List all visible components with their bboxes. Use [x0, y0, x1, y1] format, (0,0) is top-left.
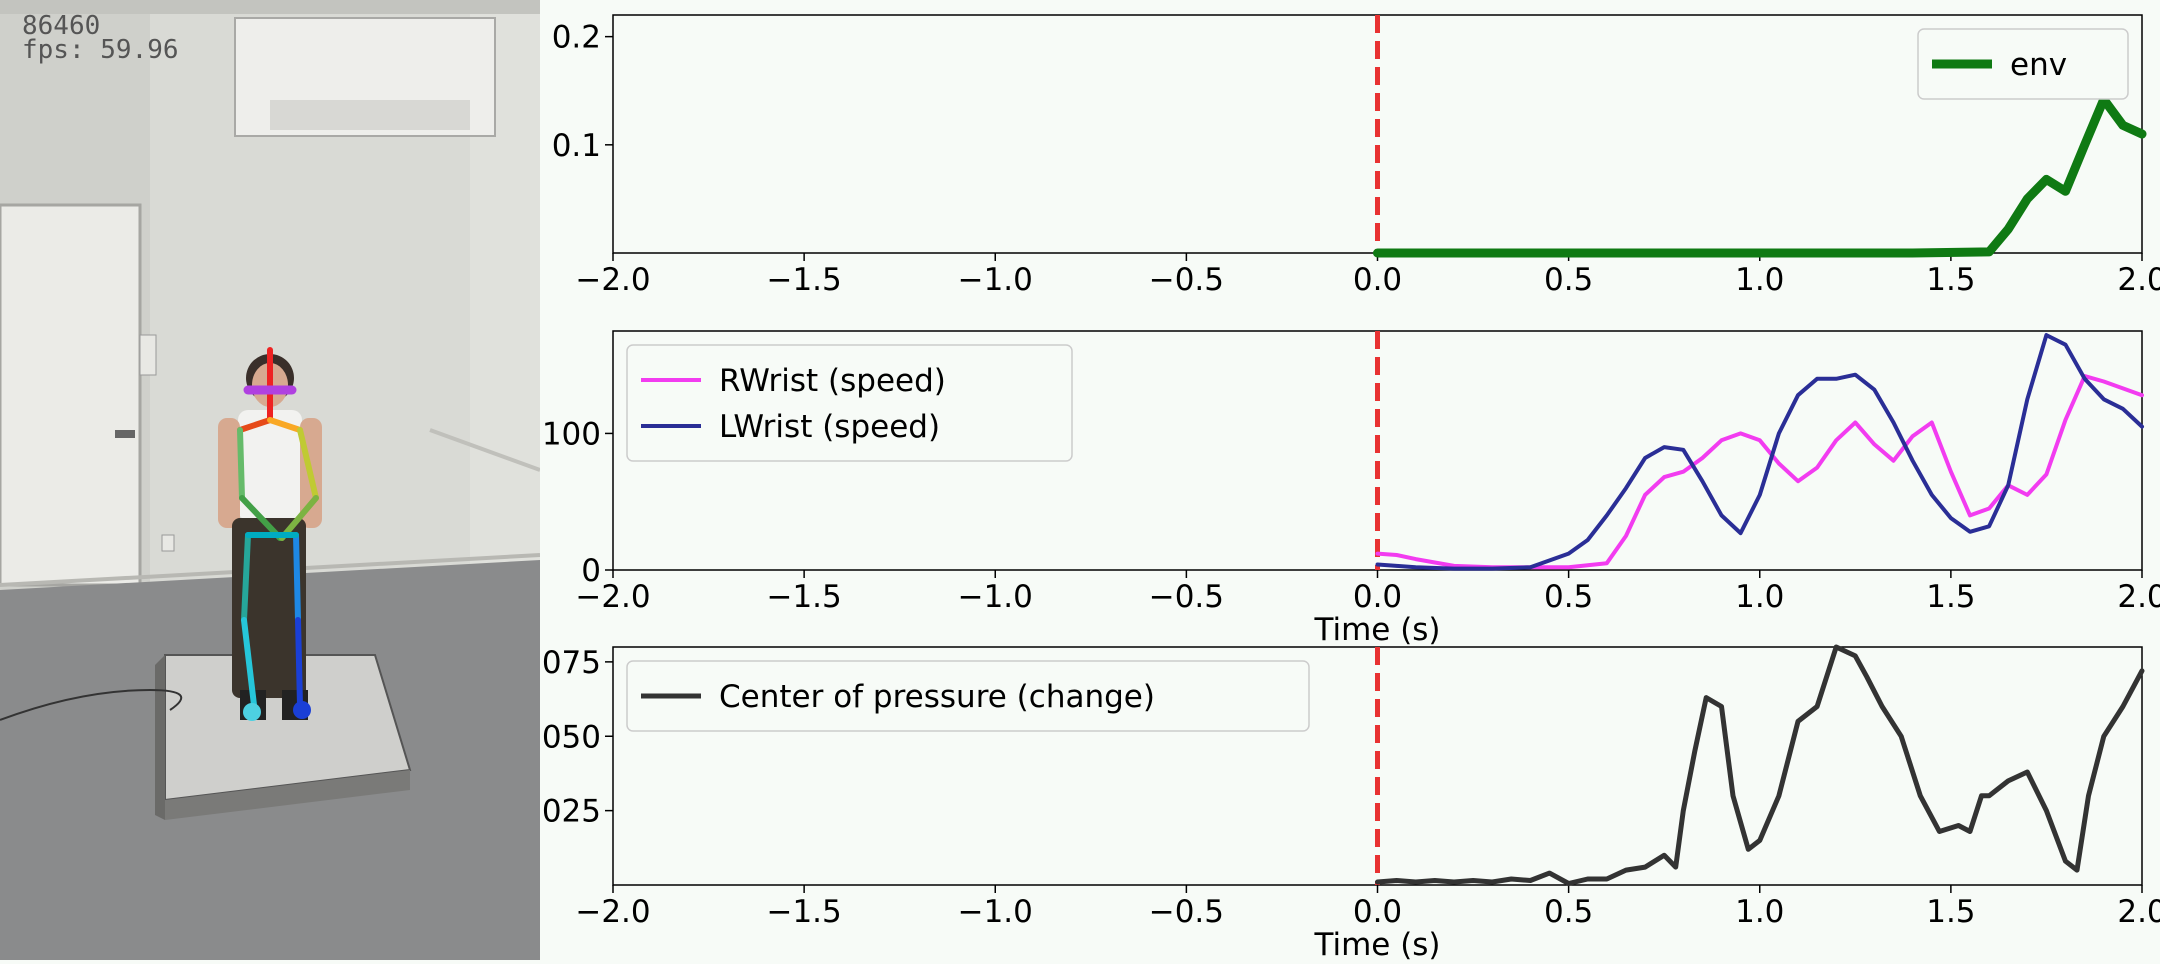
x-tick-label: −2.0 — [575, 262, 650, 298]
legend: Center of pressure (change) — [626, 660, 1310, 732]
camera-video-frame: 86460 fps: 59.96 — [0, 0, 540, 960]
frame-counter: 86460 — [22, 11, 101, 41]
legend-box — [626, 344, 1073, 462]
x-tick-label: −0.5 — [1149, 262, 1224, 298]
x-tick-label: 0.0 — [1353, 894, 1402, 930]
x-tick-label: 2.0 — [2117, 579, 2160, 615]
legend-label: LWrist (speed) — [719, 409, 940, 445]
series-line-2 — [1375, 333, 2144, 571]
room-scene-image — [0, 0, 540, 960]
y-tick-label: 0.2 — [552, 20, 601, 56]
x-tick-label: −1.5 — [766, 579, 841, 615]
x-tick-label: −2.0 — [575, 579, 650, 615]
x-tick-label: 0.0 — [1353, 579, 1402, 615]
x-axis-label: Time (s) — [1313, 927, 1440, 960]
x-tick-label: 1.0 — [1735, 894, 1784, 930]
video-overlay: 86460 fps: 59.96 — [0, 0, 179, 65]
x-tick-label: 0.5 — [1544, 894, 1593, 930]
legend-label: RWrist (speed) — [719, 363, 946, 399]
x-tick-label: 1.5 — [1926, 262, 1975, 298]
x-tick-label: 2.0 — [2117, 894, 2160, 930]
y-tick-label: 050 — [542, 719, 601, 755]
x-tick-label: −0.5 — [1149, 579, 1224, 615]
x-tick-label: −2.0 — [575, 894, 650, 930]
x-tick-label: 1.5 — [1926, 579, 1975, 615]
y-tick-label: 0 — [581, 553, 601, 589]
x-tick-label: −0.5 — [1149, 894, 1224, 930]
x-tick-label: 1.0 — [1735, 579, 1784, 615]
x-tick-label: 1.0 — [1735, 262, 1784, 298]
x-tick-label: −1.5 — [766, 894, 841, 930]
charts-svg: −2.0 −1.5 −1.0 −0.5 0.0 0.5 1.0 1.5 2.0 0.1 0.2 env… — [542, 14, 2160, 963]
y-tick-label: 0.1 — [552, 128, 601, 164]
y-tick-label: 025 — [542, 794, 601, 830]
y-tick-label: 100 — [542, 416, 601, 452]
legend-box — [626, 660, 1310, 732]
chart-panel-3: −2.0 −1.5 −1.0 −0.5 0.0 0.5 1.0 1.5 2.0 025 050 075… — [542, 644, 2160, 963]
fps-readout: fps: 59.96 — [22, 35, 179, 65]
x-tick-label: 0.0 — [1353, 262, 1402, 298]
x-tick-label: −1.0 — [958, 262, 1033, 298]
series-line-1 — [1375, 374, 2144, 570]
x-tick-label: −1.5 — [766, 262, 841, 298]
x-tick-label: 0.5 — [1544, 262, 1593, 298]
legend: env — [1917, 28, 2129, 100]
y-tick-label: 075 — [542, 645, 601, 681]
x-axis-label: Time (s) — [1313, 612, 1440, 648]
legend-label: env — [2010, 47, 2067, 83]
x-tick-label: 0.5 — [1544, 579, 1593, 615]
legend: RWrist (speed) LWrist (speed) — [626, 344, 1073, 462]
x-tick-label: −1.0 — [958, 579, 1033, 615]
chart-panel-2: −2.0 −1.5 −1.0 −0.5 0.0 0.5 1.0 1.5 2.0 0 100 Time … — [542, 330, 2160, 648]
charts-area: −2.0 −1.5 −1.0 −0.5 0.0 0.5 1.0 1.5 2.0 0.1 0.2 env… — [540, 0, 2160, 963]
legend-box — [1917, 28, 2129, 100]
x-tick-label: 2.0 — [2117, 262, 2160, 298]
chart-panel-1: −2.0 −1.5 −1.0 −0.5 0.0 0.5 1.0 1.5 2.0 0.1 0.2 env — [552, 14, 2160, 298]
legend-label: Center of pressure (change) — [719, 679, 1155, 715]
x-tick-label: −1.0 — [958, 894, 1033, 930]
x-tick-label: 1.5 — [1926, 894, 1975, 930]
series-line-1 — [1375, 644, 2145, 886]
